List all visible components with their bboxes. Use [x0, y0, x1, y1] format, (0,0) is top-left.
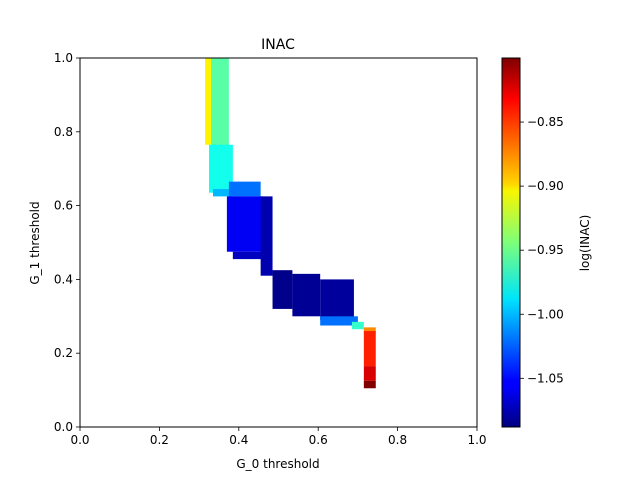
colorbar: [501, 57, 521, 428]
heatmap-cell: [363, 366, 376, 381]
y-tick-label: 0.6: [54, 199, 73, 213]
colorbar-tick-label: −1.05: [527, 371, 564, 385]
y-tick-label: 0.4: [54, 272, 73, 286]
heatmap-cell: [351, 321, 364, 330]
heatmap-cell: [211, 58, 229, 153]
y-axis-label: G_1 threshold: [28, 201, 42, 284]
y-axis-ticks: 0.0 0.2 0.4 0.6 0.8 1.0: [54, 51, 80, 434]
heatmap-cell: [320, 316, 358, 326]
colorbar-tick-label: −0.85: [527, 115, 564, 129]
x-tick-label: 0.6: [309, 433, 328, 447]
heatmap-cell: [205, 58, 212, 145]
heatmap-cell: [363, 380, 376, 389]
y-tick-label: 0.8: [54, 125, 73, 139]
colorbar-label: log(INAC): [578, 215, 592, 272]
heatmap-cell: [228, 181, 261, 197]
heatmap-cell: [320, 279, 354, 320]
colorbar-tick-label: −1.00: [527, 307, 564, 321]
chart-title: INAC: [261, 37, 295, 53]
colorbar-tick-label: −0.90: [527, 179, 564, 193]
heatmap-cell: [209, 144, 233, 193]
x-tick-label: 0.8: [388, 433, 407, 447]
x-tick-label: 1.0: [467, 433, 486, 447]
y-tick-label: 0.0: [54, 420, 73, 434]
heatmap-cell: [212, 188, 233, 197]
y-tick-label: 0.2: [54, 346, 73, 360]
heatmap-cell: [232, 251, 263, 260]
x-tick-label: 0.2: [150, 433, 169, 447]
colorbar-ticks: −1.05 −1.00 −0.95 −0.90 −0.85: [520, 115, 564, 385]
heatmap-cells: [205, 58, 376, 389]
plot-frame: [79, 57, 478, 428]
x-tick-label: 0.4: [229, 433, 248, 447]
x-axis-ticks: 0.0 0.2 0.4 0.6 0.8 1.0: [70, 427, 487, 447]
y-tick-label: 1.0: [54, 51, 73, 65]
heatmap-cell: [272, 270, 293, 309]
x-tick-label: 0.0: [70, 433, 89, 447]
heatmap-cell: [260, 196, 273, 276]
x-axis-label: G_0 threshold: [236, 457, 319, 471]
colorbar-tick-label: −0.95: [527, 243, 564, 257]
heatmap-cell: [363, 327, 376, 333]
heatmap-cell: [226, 196, 263, 252]
heatmap-cell: [292, 273, 321, 317]
heatmap-cell: [363, 331, 376, 367]
